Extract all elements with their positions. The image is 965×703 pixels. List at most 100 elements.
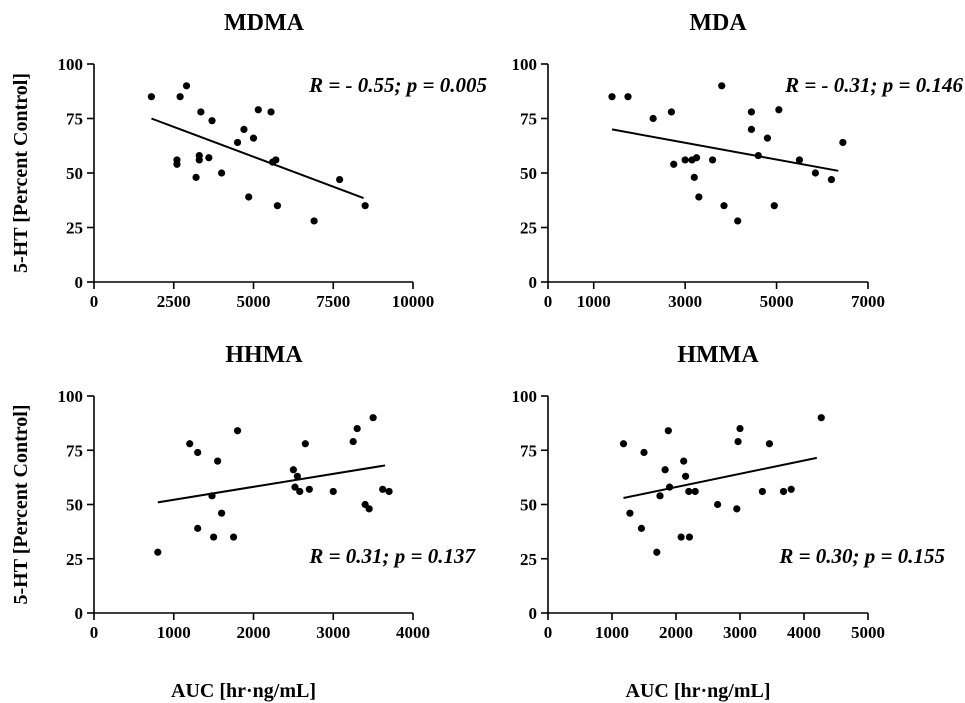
data-point (296, 487, 304, 496)
y-tick-label: 75 (66, 441, 83, 460)
panel-title: MDA (689, 10, 747, 36)
data-point (192, 173, 200, 181)
data-point (695, 193, 703, 201)
regression-line (623, 456, 818, 499)
data-point (714, 500, 722, 509)
data-point (736, 424, 744, 433)
data-point (763, 134, 772, 142)
data-point (817, 414, 825, 422)
data-point (205, 154, 213, 162)
data-point (218, 509, 226, 517)
correlation-annotation: R = - 0.55; p = 0.005 (308, 73, 487, 97)
x-tick-label: 3000 (316, 623, 350, 642)
y-tick-label: 75 (520, 441, 537, 460)
data-point (827, 175, 836, 184)
data-point (720, 202, 728, 210)
data-point (795, 156, 804, 164)
data-point (369, 414, 377, 422)
data-point (649, 114, 657, 123)
x-tick-label: 5000 (851, 623, 885, 642)
data-point (747, 125, 756, 133)
x-tick-label: 1000 (577, 292, 611, 311)
data-point (379, 485, 387, 493)
x-axis-label: AUC [hr·ng/mL] (171, 680, 316, 702)
data-point (186, 440, 194, 448)
y-axis-label: 5-HT [Percent Control] (10, 405, 32, 605)
data-point (310, 217, 318, 225)
data-point (754, 151, 762, 160)
data-point (385, 487, 393, 496)
data-point (626, 509, 634, 517)
y-tick-label: 25 (66, 219, 83, 238)
data-point (733, 505, 741, 513)
data-point (329, 487, 337, 496)
correlation-annotation: R = 0.31; p = 0.137 (308, 544, 476, 568)
panel-title: HHMA (225, 342, 303, 368)
y-tick-label: 100 (58, 55, 84, 74)
data-point (210, 533, 218, 541)
data-point (680, 457, 688, 465)
x-axis-label: AUC [hr·ng/mL] (626, 680, 771, 702)
data-point (839, 138, 847, 147)
data-point (637, 524, 646, 532)
data-point (254, 106, 262, 114)
y-tick-label: 100 (512, 55, 538, 74)
data-point (653, 548, 661, 556)
x-tick-label: 0 (90, 623, 99, 642)
data-point (640, 448, 648, 457)
x-tick-label: 10000 (392, 292, 435, 311)
y-tick-label: 25 (66, 550, 83, 569)
y-tick-label: 0 (75, 273, 84, 292)
panel-title: HMMA (677, 342, 759, 368)
x-tick-label: 2000 (659, 623, 693, 642)
data-point (208, 492, 216, 500)
y-tick-label: 25 (520, 219, 537, 238)
data-point (624, 93, 632, 101)
data-point (349, 437, 357, 446)
data-point (233, 138, 242, 147)
correlation-annotation: R = - 0.31; p = 0.146 (784, 73, 963, 97)
data-point (147, 93, 156, 101)
data-point (718, 82, 726, 90)
x-tick-label: 5000 (237, 292, 271, 311)
data-point (787, 485, 795, 493)
data-point (182, 82, 191, 90)
data-point (176, 93, 184, 101)
data-point (608, 93, 616, 101)
regression-line (157, 464, 386, 504)
x-tick-label: 7000 (851, 292, 885, 311)
data-point (197, 108, 205, 116)
data-point (682, 472, 690, 480)
y-tick-label: 0 (529, 604, 538, 623)
data-point (245, 193, 253, 201)
y-tick-label: 100 (512, 387, 538, 406)
data-point (293, 472, 301, 480)
x-tick-label: 2000 (237, 623, 271, 642)
x-tick-label: 0 (544, 292, 553, 311)
data-point (734, 437, 742, 446)
data-point (758, 487, 767, 496)
x-tick-label: 7500 (316, 292, 350, 311)
data-point (173, 160, 181, 168)
data-point (208, 117, 216, 125)
data-point (291, 483, 299, 491)
y-tick-label: 75 (520, 110, 537, 129)
y-tick-label: 50 (520, 164, 537, 183)
data-point (218, 169, 226, 177)
data-point (670, 160, 678, 168)
data-point (273, 202, 282, 210)
data-point (661, 466, 669, 474)
x-tick-label: 3000 (723, 623, 757, 642)
data-point (747, 108, 756, 116)
y-tick-label: 25 (520, 550, 537, 569)
data-point (734, 217, 742, 225)
data-point (194, 524, 202, 532)
y-tick-label: 50 (520, 496, 537, 515)
x-tick-label: 1000 (157, 623, 191, 642)
y-tick-label: 75 (66, 110, 83, 129)
data-point (240, 125, 248, 133)
